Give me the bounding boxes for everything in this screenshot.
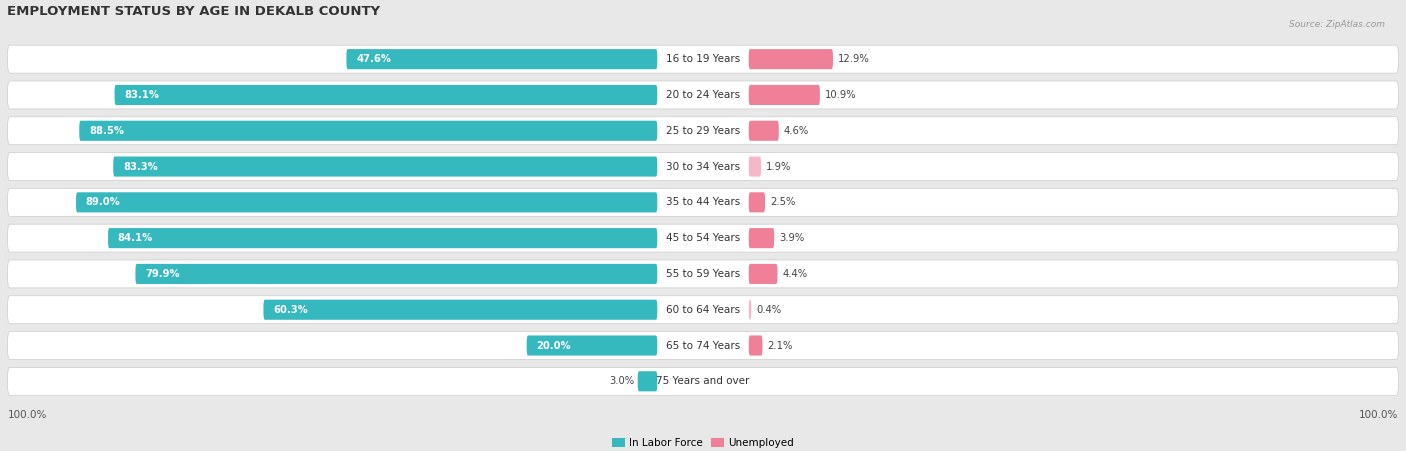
FancyBboxPatch shape [749,336,762,355]
FancyBboxPatch shape [114,85,657,105]
FancyBboxPatch shape [7,331,1399,359]
FancyBboxPatch shape [7,296,1399,324]
FancyBboxPatch shape [527,336,657,355]
FancyBboxPatch shape [749,156,761,177]
Text: 30 to 34 Years: 30 to 34 Years [666,161,740,171]
Text: 79.9%: 79.9% [145,269,180,279]
FancyBboxPatch shape [79,121,657,141]
FancyBboxPatch shape [7,117,1399,145]
Text: 0.4%: 0.4% [756,305,782,315]
Text: 12.9%: 12.9% [838,54,870,64]
Text: 3.0%: 3.0% [609,376,634,387]
FancyBboxPatch shape [749,299,751,320]
FancyBboxPatch shape [749,228,775,248]
FancyBboxPatch shape [7,224,1399,252]
FancyBboxPatch shape [7,81,1399,109]
FancyBboxPatch shape [263,299,657,320]
Text: 47.6%: 47.6% [356,54,391,64]
FancyBboxPatch shape [7,45,1399,73]
FancyBboxPatch shape [638,371,657,391]
Text: 4.6%: 4.6% [785,126,810,136]
Text: 60 to 64 Years: 60 to 64 Years [666,305,740,315]
Text: 20.0%: 20.0% [537,341,571,350]
Text: 65 to 74 Years: 65 to 74 Years [666,341,740,350]
Text: 60.3%: 60.3% [273,305,308,315]
FancyBboxPatch shape [749,85,820,105]
Text: 10.9%: 10.9% [825,90,856,100]
Text: 45 to 54 Years: 45 to 54 Years [666,233,740,243]
FancyBboxPatch shape [749,264,778,284]
Text: EMPLOYMENT STATUS BY AGE IN DEKALB COUNTY: EMPLOYMENT STATUS BY AGE IN DEKALB COUNT… [7,5,381,18]
Text: 2.1%: 2.1% [768,341,793,350]
FancyBboxPatch shape [7,152,1399,180]
Text: 25 to 29 Years: 25 to 29 Years [666,126,740,136]
FancyBboxPatch shape [114,156,657,177]
Text: 4.4%: 4.4% [783,269,808,279]
FancyBboxPatch shape [749,49,832,69]
FancyBboxPatch shape [346,49,657,69]
Legend: In Labor Force, Unemployed: In Labor Force, Unemployed [609,434,797,451]
FancyBboxPatch shape [7,368,1399,395]
Text: 83.1%: 83.1% [124,90,159,100]
Text: Source: ZipAtlas.com: Source: ZipAtlas.com [1289,20,1385,29]
Text: 35 to 44 Years: 35 to 44 Years [666,198,740,207]
Text: 75 Years and over: 75 Years and over [657,376,749,387]
Text: 55 to 59 Years: 55 to 59 Years [666,269,740,279]
FancyBboxPatch shape [135,264,657,284]
Text: 1.9%: 1.9% [766,161,792,171]
Text: 16 to 19 Years: 16 to 19 Years [666,54,740,64]
Text: 3.9%: 3.9% [779,233,804,243]
FancyBboxPatch shape [108,228,657,248]
Text: 100.0%: 100.0% [7,410,46,420]
FancyBboxPatch shape [749,121,779,141]
Text: 20 to 24 Years: 20 to 24 Years [666,90,740,100]
FancyBboxPatch shape [7,260,1399,288]
Text: 84.1%: 84.1% [118,233,153,243]
Text: 88.5%: 88.5% [89,126,124,136]
Text: 89.0%: 89.0% [86,198,121,207]
Text: 83.3%: 83.3% [124,161,157,171]
FancyBboxPatch shape [76,192,657,212]
FancyBboxPatch shape [7,189,1399,216]
Text: 2.5%: 2.5% [770,198,796,207]
Text: 100.0%: 100.0% [1360,410,1399,420]
FancyBboxPatch shape [749,192,765,212]
